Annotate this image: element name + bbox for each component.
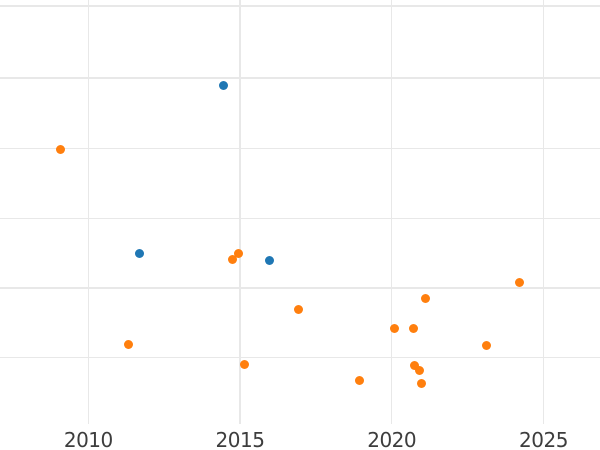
vertical-gridline: [390, 0, 393, 424]
horizontal-gridline: [0, 287, 600, 289]
horizontal-gridline: [0, 147, 600, 150]
plot-area: [0, 0, 600, 424]
x-tick-label: 2010: [63, 428, 113, 450]
series-orange-point: [409, 361, 419, 371]
series-orange-point: [514, 277, 524, 287]
series-orange-point: [233, 249, 243, 258]
horizontal-gridline: [0, 356, 600, 359]
series-orange-point: [355, 375, 364, 385]
series-orange-point: [228, 254, 237, 264]
series-orange-point: [239, 360, 249, 370]
series-orange-point: [55, 144, 65, 154]
x-tick-label: 2015: [215, 428, 265, 450]
horizontal-gridline: [0, 77, 600, 79]
vertical-gridline: [542, 0, 545, 424]
series-orange-point: [408, 323, 418, 333]
vertical-gridline: [87, 0, 90, 424]
series-blue-point: [135, 249, 145, 259]
vertical-gridline: [239, 0, 241, 424]
series-orange-point: [389, 323, 399, 333]
x-tick-label: 2025: [519, 428, 568, 450]
series-orange-point: [293, 304, 303, 314]
series-orange-point: [123, 340, 133, 350]
x-tick-label: 2020: [367, 428, 417, 450]
series-orange-point: [481, 340, 491, 350]
series-blue-point: [264, 256, 274, 265]
horizontal-gridline: [0, 5, 600, 7]
series-orange-point: [421, 293, 431, 303]
series-orange-point: [414, 366, 424, 376]
horizontal-gridline: [0, 217, 600, 220]
series-orange-point: [416, 379, 426, 388]
series-blue-point: [218, 80, 228, 90]
